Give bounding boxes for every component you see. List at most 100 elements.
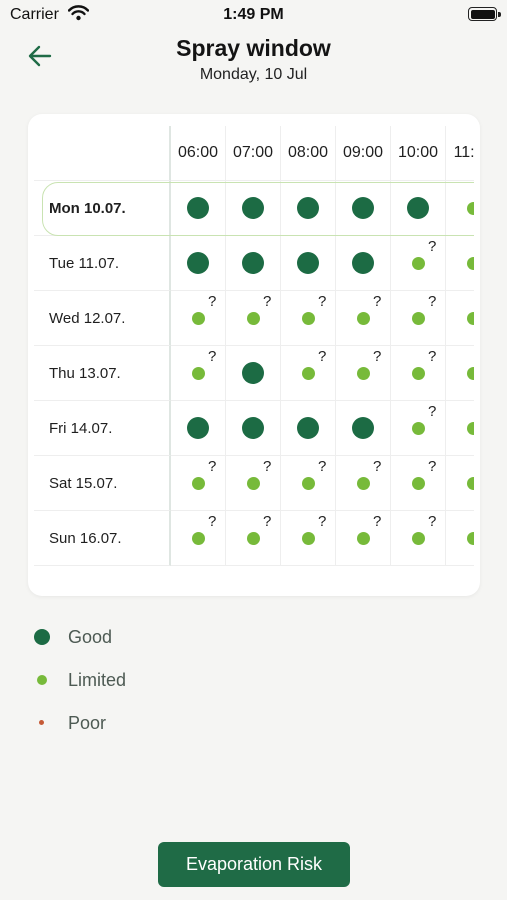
limited-dot-icon xyxy=(302,477,315,490)
day-label: Fri 14.07. xyxy=(34,401,171,456)
day-row: Sat 15.07.????? xyxy=(34,456,474,511)
uncertain-mark: ? xyxy=(208,513,217,530)
arrow-left-icon xyxy=(28,45,52,72)
day-row: Tue 11.07.? xyxy=(34,236,474,291)
good-dot-icon xyxy=(242,252,264,274)
spray-slot-cell[interactable] xyxy=(281,401,336,456)
limited-dot-icon xyxy=(412,422,425,435)
limited-dot-icon xyxy=(467,257,474,270)
limited-dot-icon xyxy=(467,532,474,545)
spray-slot-cell[interactable]: ? xyxy=(171,456,226,511)
good-dot-icon xyxy=(34,629,50,645)
uncertain-mark: ? xyxy=(373,458,382,475)
day-row: Sun 16.07.????? xyxy=(34,511,474,566)
good-dot-icon xyxy=(352,197,374,219)
spray-slot-cell[interactable]: ? xyxy=(281,346,336,401)
spray-slot-cell[interactable]: ? xyxy=(336,456,391,511)
limited-dot-icon xyxy=(412,532,425,545)
limited-dot-icon xyxy=(467,367,474,380)
limited-dot-icon xyxy=(412,477,425,490)
spray-slot-cell[interactable] xyxy=(446,401,474,456)
uncertain-mark: ? xyxy=(208,458,217,475)
spray-slot-cell[interactable] xyxy=(336,236,391,291)
day-label: Sat 15.07. xyxy=(34,456,171,511)
spray-slot-cell[interactable] xyxy=(446,456,474,511)
spray-slot-cell[interactable]: ? xyxy=(281,291,336,346)
day-label: Sun 16.07. xyxy=(34,511,171,566)
limited-dot-icon xyxy=(412,257,425,270)
legend: Good Limited Poor xyxy=(28,622,228,751)
uncertain-mark: ? xyxy=(208,348,217,365)
limited-dot-icon xyxy=(302,367,315,380)
spray-slot-cell[interactable] xyxy=(446,236,474,291)
wifi-icon xyxy=(67,5,90,26)
spray-slot-cell[interactable] xyxy=(446,511,474,566)
evaporation-risk-button[interactable]: Evaporation Risk xyxy=(158,842,350,887)
spray-slot-cell[interactable] xyxy=(226,236,281,291)
spray-slot-cell[interactable]: ? xyxy=(391,291,446,346)
uncertain-mark: ? xyxy=(263,458,272,475)
good-dot-icon xyxy=(242,362,264,384)
spray-slot-cell[interactable]: ? xyxy=(226,456,281,511)
uncertain-mark: ? xyxy=(263,293,272,310)
spray-slot-cell[interactable]: ? xyxy=(171,511,226,566)
spray-slot-cell[interactable]: ? xyxy=(391,346,446,401)
spray-slot-cell[interactable]: ? xyxy=(336,346,391,401)
legend-label: Limited xyxy=(68,670,127,690)
uncertain-mark: ? xyxy=(428,458,437,475)
uncertain-mark: ? xyxy=(373,513,382,530)
spray-slot-cell[interactable] xyxy=(226,346,281,401)
limited-dot-icon xyxy=(467,422,474,435)
legend-poor-dot-wrap xyxy=(28,708,54,738)
today-row-highlight xyxy=(42,182,474,236)
legend-item-good: Good xyxy=(28,622,228,665)
uncertain-mark: ? xyxy=(428,348,437,365)
spray-slot-cell[interactable]: ? xyxy=(391,401,446,456)
limited-dot-icon xyxy=(467,477,474,490)
spray-slot-cell[interactable] xyxy=(171,236,226,291)
spray-slot-cell[interactable]: ? xyxy=(281,511,336,566)
limited-dot-icon xyxy=(247,532,260,545)
spray-slot-cell[interactable] xyxy=(446,346,474,401)
limited-dot-icon xyxy=(357,312,370,325)
spray-slot-cell[interactable]: ? xyxy=(391,456,446,511)
limited-dot-icon xyxy=(247,312,260,325)
spray-slot-cell[interactable]: ? xyxy=(391,511,446,566)
spray-slot-cell[interactable]: ? xyxy=(226,291,281,346)
limited-dot-icon xyxy=(467,312,474,325)
legend-item-poor: Poor xyxy=(28,708,228,751)
hour-header: 07:00 xyxy=(226,126,281,181)
spray-slot-cell[interactable]: ? xyxy=(281,456,336,511)
good-dot-icon xyxy=(187,417,209,439)
limited-dot-icon xyxy=(192,532,205,545)
spray-slot-cell[interactable] xyxy=(226,401,281,456)
good-dot-icon xyxy=(242,197,264,219)
limited-dot-icon xyxy=(192,477,205,490)
limited-dot-icon xyxy=(412,312,425,325)
spray-slot-cell[interactable] xyxy=(281,236,336,291)
status-time: 1:49 PM xyxy=(223,6,284,23)
spray-slot-cell[interactable] xyxy=(336,401,391,456)
spray-slot-cell[interactable]: ? xyxy=(171,346,226,401)
carrier-label: Carrier xyxy=(10,6,59,23)
spray-slot-cell[interactable] xyxy=(446,291,474,346)
limited-dot-icon xyxy=(247,477,260,490)
good-dot-icon xyxy=(297,252,319,274)
limited-dot-icon xyxy=(357,532,370,545)
back-button[interactable] xyxy=(20,40,60,76)
spray-slot-cell[interactable]: ? xyxy=(391,236,446,291)
good-dot-icon xyxy=(352,417,374,439)
limited-dot-icon xyxy=(192,367,205,380)
limited-dot-icon xyxy=(37,675,47,685)
uncertain-mark: ? xyxy=(373,348,382,365)
spray-slot-cell[interactable]: ? xyxy=(226,511,281,566)
legend-label: Good xyxy=(68,627,113,647)
spray-slot-cell[interactable]: ? xyxy=(336,511,391,566)
legend-item-limited: Limited xyxy=(28,665,228,708)
spray-slot-cell[interactable] xyxy=(171,401,226,456)
spray-slot-cell[interactable]: ? xyxy=(171,291,226,346)
spray-slot-cell[interactable]: ? xyxy=(336,291,391,346)
day-label: Thu 13.07. xyxy=(34,346,171,401)
